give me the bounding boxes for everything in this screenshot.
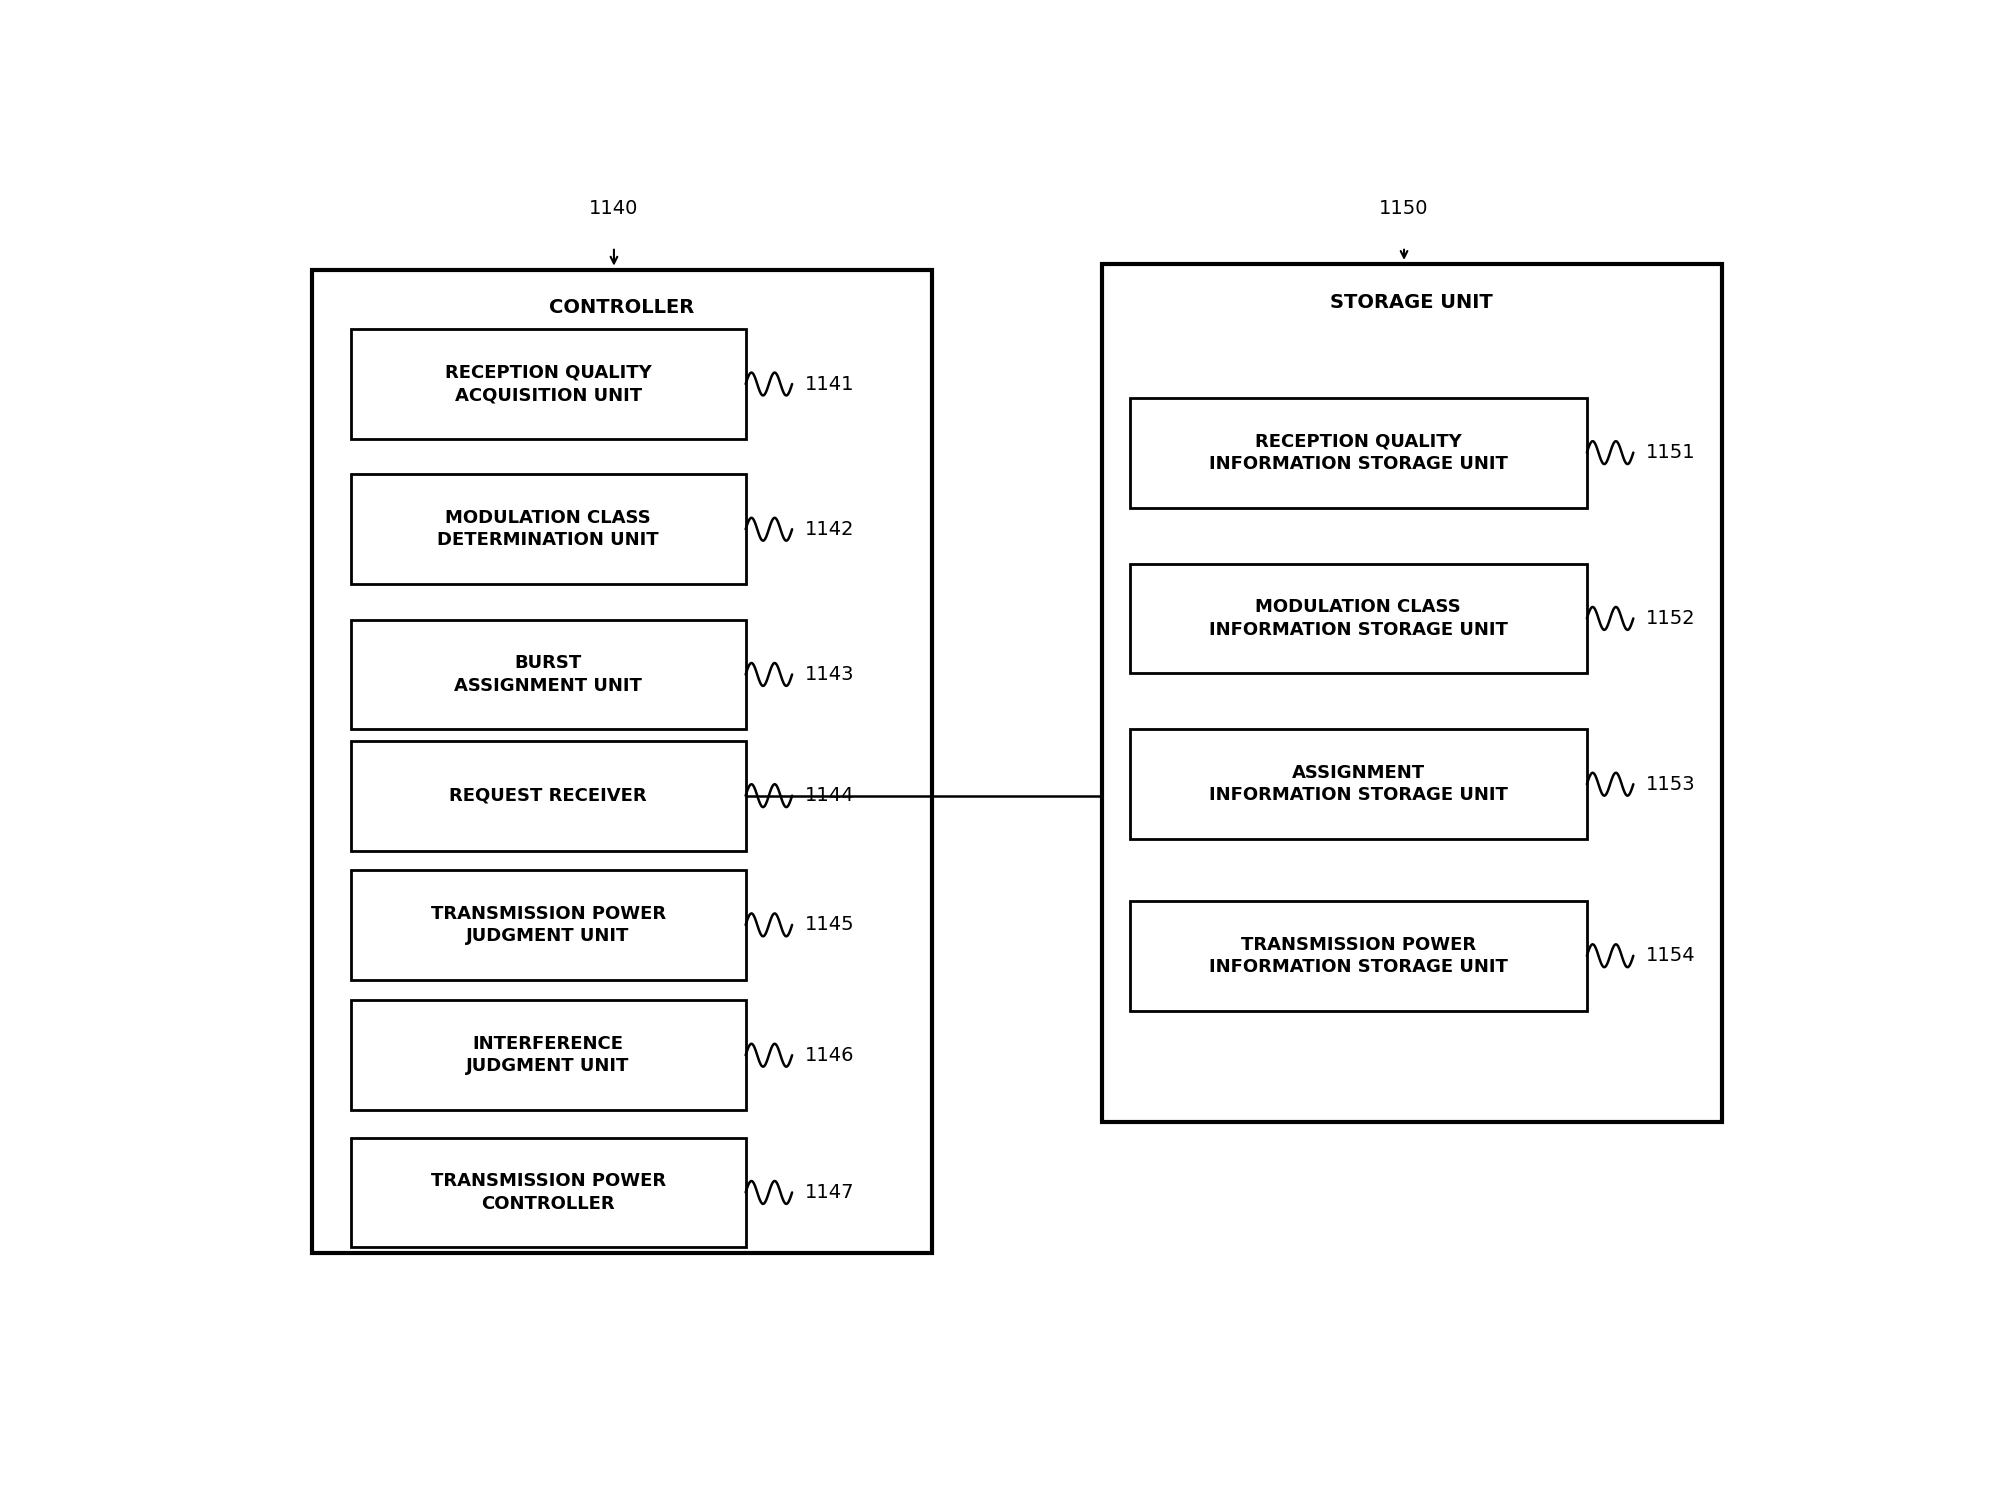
Bar: [1129, 563, 1586, 673]
Bar: [350, 870, 745, 980]
Text: 1141: 1141: [803, 374, 853, 394]
Text: TRANSMISSION POWER
JUDGMENT UNIT: TRANSMISSION POWER JUDGMENT UNIT: [430, 904, 665, 944]
Text: 1140: 1140: [589, 199, 637, 218]
Bar: [350, 474, 745, 584]
Bar: [350, 1001, 745, 1111]
Bar: [1101, 264, 1720, 1121]
Text: STORAGE UNIT: STORAGE UNIT: [1331, 293, 1493, 312]
Text: 1146: 1146: [803, 1045, 853, 1065]
Text: MODULATION CLASS
INFORMATION STORAGE UNIT: MODULATION CLASS INFORMATION STORAGE UNI…: [1209, 598, 1506, 639]
Text: CONTROLLER: CONTROLLER: [549, 298, 693, 318]
Bar: [1129, 729, 1586, 839]
Text: ASSIGNMENT
INFORMATION STORAGE UNIT: ASSIGNMENT INFORMATION STORAGE UNIT: [1209, 765, 1506, 805]
Text: 1154: 1154: [1644, 946, 1694, 965]
Text: 1147: 1147: [803, 1184, 853, 1201]
Bar: [1129, 398, 1586, 508]
Text: 1153: 1153: [1644, 775, 1694, 793]
Text: 1145: 1145: [803, 915, 853, 934]
Bar: [350, 330, 745, 440]
Bar: [350, 741, 745, 851]
Text: BURST
ASSIGNMENT UNIT: BURST ASSIGNMENT UNIT: [454, 655, 641, 695]
Text: RECEPTION QUALITY
INFORMATION STORAGE UNIT: RECEPTION QUALITY INFORMATION STORAGE UN…: [1209, 432, 1506, 472]
Text: TRANSMISSION POWER
CONTROLLER: TRANSMISSION POWER CONTROLLER: [430, 1172, 665, 1213]
Text: RECEPTION QUALITY
ACQUISITION UNIT: RECEPTION QUALITY ACQUISITION UNIT: [444, 364, 651, 404]
Text: 1142: 1142: [803, 520, 853, 539]
Text: 1152: 1152: [1644, 609, 1694, 628]
Bar: [1129, 901, 1586, 1011]
Bar: [312, 270, 931, 1253]
Text: REQUEST RECEIVER: REQUEST RECEIVER: [450, 787, 647, 805]
Bar: [350, 619, 745, 729]
Text: TRANSMISSION POWER
INFORMATION STORAGE UNIT: TRANSMISSION POWER INFORMATION STORAGE U…: [1209, 936, 1506, 976]
Text: 1150: 1150: [1379, 199, 1429, 218]
Text: 1151: 1151: [1644, 443, 1694, 462]
Text: 1144: 1144: [803, 786, 853, 805]
Bar: [350, 1138, 745, 1247]
Text: INTERFERENCE
JUDGMENT UNIT: INTERFERENCE JUDGMENT UNIT: [466, 1035, 629, 1075]
Text: MODULATION CLASS
DETERMINATION UNIT: MODULATION CLASS DETERMINATION UNIT: [438, 509, 659, 549]
Text: 1143: 1143: [803, 665, 853, 685]
